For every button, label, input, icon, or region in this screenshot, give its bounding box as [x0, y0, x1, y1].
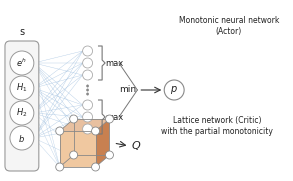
- Circle shape: [83, 100, 93, 110]
- Circle shape: [10, 76, 34, 100]
- Circle shape: [92, 163, 100, 171]
- Circle shape: [56, 127, 64, 135]
- Circle shape: [70, 151, 78, 159]
- Circle shape: [86, 89, 89, 91]
- Circle shape: [105, 115, 113, 123]
- Text: $Q$: $Q$: [131, 140, 142, 153]
- Circle shape: [56, 163, 64, 171]
- Text: $b$: $b$: [18, 132, 25, 144]
- Circle shape: [83, 124, 93, 134]
- Circle shape: [10, 101, 34, 125]
- Text: Lattice network (Critic)
with the partial monotonicity: Lattice network (Critic) with the partia…: [161, 116, 273, 136]
- Text: $H_1$: $H_1$: [16, 82, 28, 94]
- Circle shape: [10, 51, 34, 75]
- Circle shape: [10, 126, 34, 150]
- Text: Monotonic neural network
(Actor): Monotonic neural network (Actor): [179, 16, 279, 36]
- Circle shape: [83, 70, 93, 80]
- Polygon shape: [96, 119, 110, 167]
- Circle shape: [83, 112, 93, 122]
- Text: max: max: [105, 58, 124, 68]
- Circle shape: [70, 115, 78, 123]
- Text: s: s: [19, 27, 24, 37]
- Circle shape: [86, 85, 89, 87]
- Circle shape: [86, 93, 89, 95]
- Text: $p$: $p$: [170, 84, 178, 96]
- Text: min: min: [119, 85, 136, 94]
- Polygon shape: [60, 119, 110, 131]
- Circle shape: [105, 151, 113, 159]
- FancyBboxPatch shape: [5, 41, 39, 171]
- Circle shape: [164, 80, 184, 100]
- Text: max: max: [105, 113, 124, 121]
- Text: $e^h$: $e^h$: [16, 57, 27, 69]
- Circle shape: [83, 46, 93, 56]
- Polygon shape: [60, 131, 96, 167]
- Circle shape: [83, 58, 93, 68]
- Text: $H_2$: $H_2$: [16, 107, 28, 119]
- Circle shape: [92, 127, 100, 135]
